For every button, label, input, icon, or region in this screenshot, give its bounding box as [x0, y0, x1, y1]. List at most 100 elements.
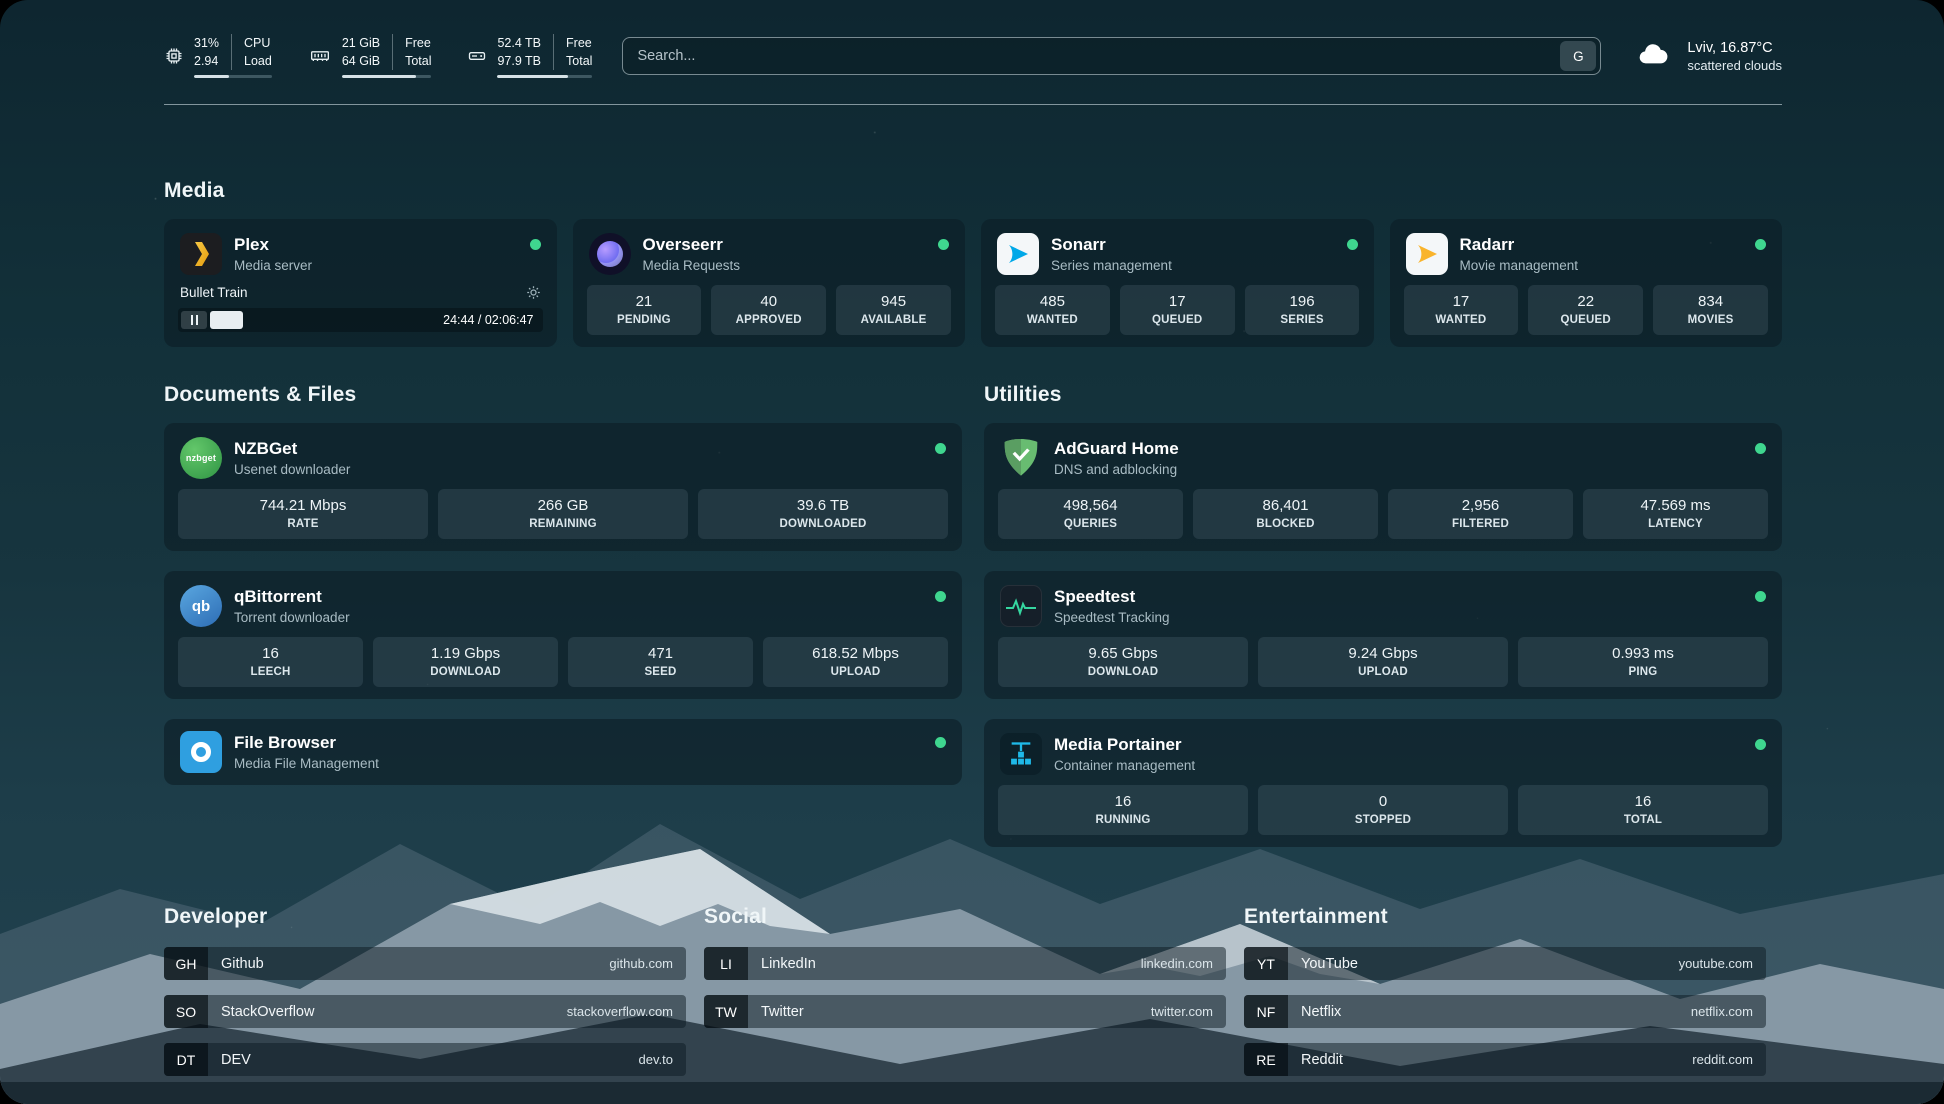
memory-icon [308, 46, 332, 66]
stat-value: 1.19 Gbps [430, 645, 501, 663]
speedtest-header: Speedtest Speedtest Tracking [998, 581, 1768, 637]
stat-label: RATE [287, 518, 319, 531]
stat-available: 945 AVAILABLE [836, 285, 951, 336]
service-name: Plex [234, 235, 269, 255]
qbittorrent-stats: 16 LEECH 1.19 Gbps DOWNLOAD 471 SEED [178, 637, 948, 688]
search-input[interactable] [637, 48, 1561, 65]
service-description: Movie management [1459, 258, 1579, 274]
status-indicator [1755, 443, 1766, 455]
bookmark-dev[interactable]: DT DEV dev.to [164, 1043, 686, 1077]
bookmark-youtube[interactable]: YT YouTube youtube.com [1244, 947, 1766, 981]
bookmark-name: StackOverflow [221, 1003, 315, 1020]
service-card-qbittorrent[interactable]: qb qBittorrent Torrent downloader 16 [164, 571, 962, 700]
service-card-filebrowser[interactable]: File Browser Media File Management [164, 719, 962, 786]
weather-widget[interactable]: Lviv, 16.87°C scattered clouds [1631, 38, 1782, 75]
nzbget-header: nzbget NZBGet Usenet downloader [178, 433, 948, 489]
stat-wanted: 485 WANTED [995, 285, 1110, 336]
playback-progress-track[interactable]: 24:44 / 02:06:47 [210, 311, 540, 330]
service-card-plex[interactable]: Plex Media server Bullet Train [164, 219, 557, 348]
status-indicator [935, 737, 946, 749]
service-description: Torrent downloader [234, 610, 350, 626]
service-card-sonarr[interactable]: Sonarr Series management 485 WANTED 17 Q… [981, 219, 1374, 348]
stat-value: 40 [760, 293, 778, 311]
disk-free-value: 52.4 TB [497, 36, 542, 50]
stat-total: 16 TOTAL [1518, 785, 1768, 836]
utilities-section-title: Utilities [984, 383, 1062, 407]
stat-queries: 498,564 QUERIES [998, 489, 1183, 540]
search-provider-button[interactable]: G [1560, 41, 1597, 72]
service-card-overseerr[interactable]: Overseerr Media Requests 21 PENDING 40 A… [572, 219, 965, 348]
radarr-header: Radarr Movie management [1404, 229, 1769, 285]
section-utilities: Utilities [984, 383, 1782, 848]
bookmarks-area: Developer GH Github github.com SO StackO… [164, 905, 1782, 1091]
bookmark-url: twitter.com [1150, 1004, 1213, 1020]
plex-playback-bar: 24:44 / 02:06:47 [178, 308, 543, 333]
memory-progress-bar [341, 75, 432, 79]
stat-series: 196 SERIES [1244, 285, 1360, 336]
stat-rate: 744.21 Mbps RATE [178, 489, 428, 540]
stat-label: LEECH [250, 666, 291, 679]
bookmark-linkedin[interactable]: LI LinkedIn linkedin.com [704, 947, 1226, 981]
nzbget-icon-text: nzbget [185, 453, 217, 464]
cpu-load-value: 2.94 [194, 54, 219, 69]
overseerr-stats: 21 PENDING 40 APPROVED 945 AVAILABLE [586, 285, 952, 336]
bookmark-github[interactable]: GH Github github.com [164, 947, 686, 981]
filebrowser-ring-glyph [191, 742, 211, 763]
stat-seed: 471 SEED [568, 637, 753, 688]
entertainment-group-title: Entertainment [1244, 905, 1388, 929]
status-indicator [1346, 239, 1358, 251]
status-indicator [935, 591, 946, 603]
service-card-radarr[interactable]: Radarr Movie management 17 WANTED 22 QUE… [1389, 219, 1782, 348]
service-card-nzbget[interactable]: nzbget NZBGet Usenet downloader 744.21 M… [164, 423, 962, 552]
settings-gear-icon[interactable] [526, 285, 541, 300]
status-indicator [1755, 239, 1766, 251]
disk-readout: 52.4 TB 97.9 TB Free Total [497, 34, 593, 79]
sonarr-icon [997, 233, 1039, 276]
bookmark-url: youtube.com [1678, 956, 1753, 972]
service-description: Media File Management [234, 756, 379, 772]
bookmark-stackoverflow[interactable]: SO StackOverflow stackoverflow.com [164, 995, 686, 1029]
stat-value: 47.569 ms [1640, 497, 1711, 515]
stat-label: FILTERED [1452, 518, 1509, 531]
stat-value: 744.21 Mbps [259, 497, 347, 515]
service-name: NZBGet [234, 439, 298, 459]
service-card-adguard[interactable]: AdGuard Home DNS and adblocking 498,564 … [984, 423, 1782, 552]
memory-progress-fill [341, 75, 417, 79]
stat-stopped: 0 STOPPED [1258, 785, 1508, 836]
two-column-area: Documents & Files nzbget NZBGet Usenet d… [164, 383, 1782, 848]
disk-total-label: Total [566, 54, 593, 69]
memory-free-label: Free [405, 36, 431, 50]
portainer-stats: 16 RUNNING 0 STOPPED 16 TOTAL [998, 785, 1768, 836]
bookmark-netflix[interactable]: NF Netflix netflix.com [1244, 995, 1766, 1029]
bookmark-abbr: SO [164, 995, 208, 1029]
stat-upload: 618.52 Mbps UPLOAD [763, 637, 948, 688]
qbittorrent-icon-text: qb [191, 597, 211, 615]
cpu-widget: 31% 2.94 CPU Load [164, 34, 272, 79]
service-card-portainer[interactable]: Media Portainer Container management 16 … [984, 719, 1782, 848]
status-indicator [1755, 739, 1766, 751]
service-card-speedtest[interactable]: Speedtest Speedtest Tracking 9.65 Gbps D… [984, 571, 1782, 700]
bookmark-abbr: TW [704, 995, 748, 1029]
plex-icon [180, 233, 222, 276]
bookmark-twitter[interactable]: TW Twitter twitter.com [704, 995, 1226, 1029]
bookmark-reddit[interactable]: RE Reddit reddit.com [1244, 1043, 1766, 1077]
stat-downloaded: 39.6 TB DOWNLOADED [698, 489, 948, 540]
stat-label: DOWNLOAD [430, 666, 501, 679]
service-name: Media Portainer [1054, 735, 1182, 755]
stat-ping: 0.993 ms PING [1518, 637, 1768, 688]
section-media: Media Plex Media server [164, 179, 1782, 348]
disk-free-label: Free [566, 36, 592, 50]
disk-widget: 52.4 TB 97.9 TB Free Total [467, 34, 593, 79]
stat-label: REMAINING [529, 518, 597, 531]
bookmark-name: LinkedIn [761, 955, 816, 972]
service-description: Speedtest Tracking [1054, 610, 1170, 626]
adguard-header: AdGuard Home DNS and adblocking [998, 433, 1768, 489]
bookmark-url: netflix.com [1690, 1004, 1753, 1020]
bookmark-abbr: NF [1244, 995, 1288, 1029]
overseerr-icon [588, 233, 631, 276]
memory-total-value: 64 GiB [341, 54, 381, 69]
pause-button[interactable] [181, 311, 207, 330]
cpu-load-label: Load [244, 54, 272, 69]
stat-value: 498,564 [1063, 497, 1118, 515]
stat-value: 16 [1634, 793, 1652, 811]
